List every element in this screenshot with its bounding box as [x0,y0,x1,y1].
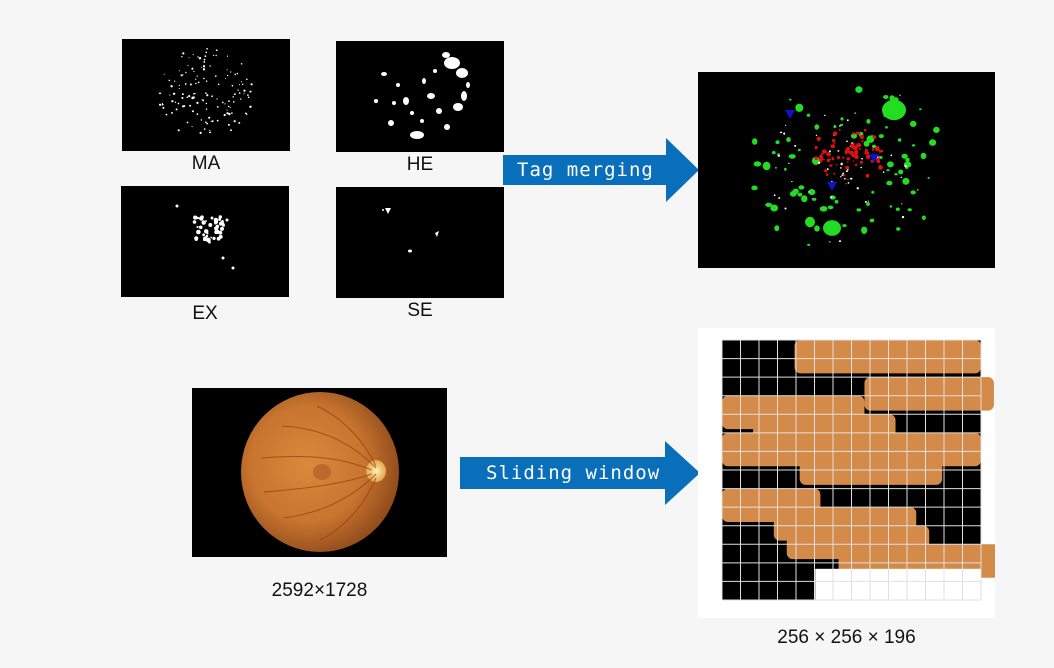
ex-mask-image [121,186,289,297]
sliding-window-arrow: Sliding window [460,441,700,505]
fundus-size-label: 2592×1728 [271,580,368,601]
merged-tag-graphic [751,86,940,246]
tag-merging-arrow: Tag merging [503,138,699,202]
fundus-image [192,388,447,557]
patch-grid-panel [698,328,1046,618]
tag-merging-label: Tag merging [517,159,654,181]
ma-label: MA [191,153,221,174]
se-mask-image [336,187,504,298]
fundus-graphic [241,392,399,552]
ma-mask-graphic [158,47,253,134]
ex-label: EX [192,303,218,324]
sliding-window-label: Sliding window [486,462,661,484]
ex-mask-graphic [175,204,235,270]
se-mask-graphic [382,208,439,253]
he-mask-graphic [374,52,470,139]
ma-mask-image [122,39,290,151]
patch-grid-graphic [721,339,1046,601]
merged-tag-map [698,72,995,268]
he-label: HE [406,154,434,175]
se-label: SE [407,300,433,321]
patch-size-label: 256 × 256 × 196 [777,627,916,648]
he-mask-image [336,41,504,152]
